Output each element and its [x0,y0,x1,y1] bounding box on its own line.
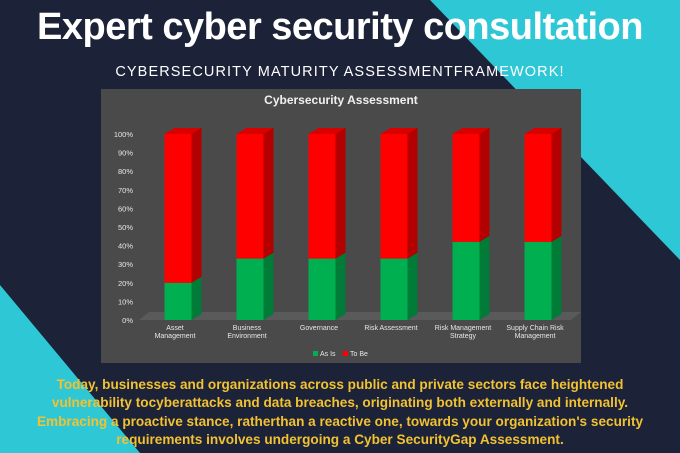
bar-to-be [452,134,480,242]
category-label: Strategy [450,333,477,340]
bar-to-be-top [524,128,562,134]
bar-to-be-side [407,128,418,259]
cybersecurity-assessment-chart: Cybersecurity Assessment 0% 10% 20% 30% 40% 50… [114,93,581,358]
bar-to-be-side [335,128,346,259]
headline: Expert cyber security consultation [37,6,643,48]
bar-to-be-top [308,128,346,134]
bar-as-is [308,258,336,320]
legend-swatch [343,351,348,356]
bar-as-is [452,241,480,320]
bar-as-is [380,258,408,320]
category-label: Supply Chain Risk [506,325,564,332]
bar-to-be-side [479,128,490,242]
bar-as-is-side [191,276,202,320]
bar-as-is-side [263,252,274,320]
y-tick-label: 70% [118,186,133,195]
bar-to-be [236,134,264,259]
bar-to-be-top [164,128,202,134]
category-label: Risk Assessment [364,325,417,332]
bar-to-be-side [191,128,202,283]
bar-as-is [524,241,552,320]
body-line: Embracing a proactive stance, ratherthan… [36,413,644,429]
y-tick-label: 50% [118,223,133,232]
bar-to-be [164,134,192,283]
y-tick-label: 100% [114,130,134,139]
y-tick-label: 80% [118,167,133,176]
bar-as-is [164,282,192,320]
bar-as-is-side [551,235,562,320]
bar-as-is [236,258,264,320]
bar-as-is-side [335,252,346,320]
y-tick-label: 10% [118,297,133,306]
body-paragraph: Today, businesses and organizations acro… [4,376,676,450]
y-tick-label: 20% [118,279,133,288]
chart-panel: Cybersecurity Assessment 0% 10% 20% 30% 40% 50… [101,89,581,363]
y-tick-label: 30% [118,260,133,269]
y-tick-label: 0% [122,316,133,325]
category-label: Asset [166,325,184,332]
bar-to-be [380,134,408,259]
category-label: Business [233,325,262,332]
chart-floor [139,312,581,320]
y-tick-label: 90% [118,149,133,158]
y-tick-label: 40% [118,242,133,251]
body-line: vulnerability tocyberattacks and data br… [51,395,629,411]
category-label: Environment [227,333,266,340]
bar-to-be [308,134,336,259]
category-label: Governance [300,325,338,332]
subheadline: CYBERSECURITY MATURITY ASSESSMENTFRAMEWO… [115,64,565,80]
bar-to-be-side [551,128,562,242]
bar-as-is-side [479,235,490,320]
chart-title: Cybersecurity Assessment [264,93,418,107]
bar-to-be-side [263,128,274,259]
body-line: requirements involves undergoing a Cyber… [116,432,564,448]
body-line: Today, businesses and organizations acro… [56,377,624,392]
category-label: Management [155,333,196,340]
legend-label: To Be [350,351,368,358]
y-tick-label: 60% [118,204,133,213]
category-label: Risk Management [435,325,491,332]
bar-to-be-top [380,128,418,134]
legend-swatch [313,351,318,356]
bar-as-is-side [407,252,418,320]
category-label: Management [515,333,556,340]
bar-to-be-top [452,128,490,134]
legend-label: As Is [320,351,336,358]
bar-to-be [524,134,552,242]
bar-to-be-top [236,128,274,134]
